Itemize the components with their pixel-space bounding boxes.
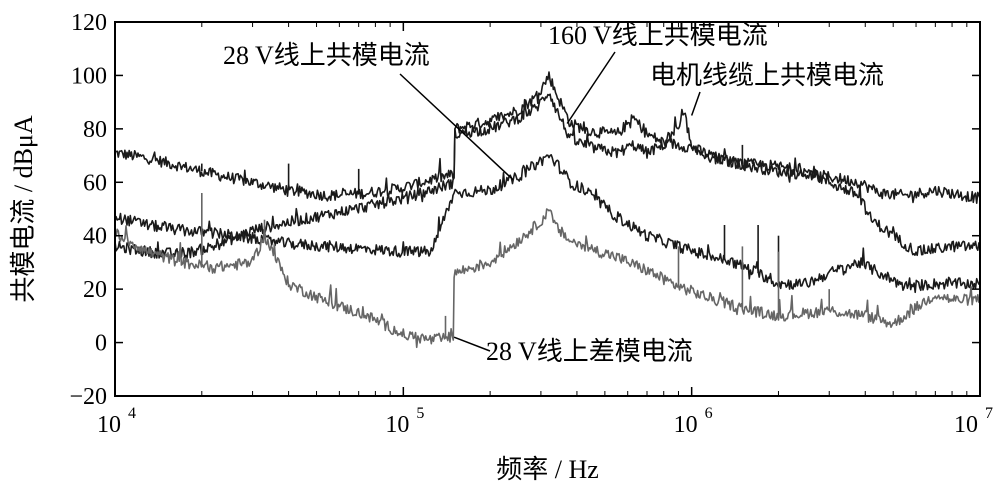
series-line-3	[114, 154, 981, 294]
series-line-2	[114, 93, 981, 259]
y-tick-label: 40	[83, 224, 107, 250]
x-tick-label: 10	[385, 412, 409, 438]
y-tick-label: 60	[83, 170, 107, 196]
plot-frame	[114, 21, 981, 397]
annotation-label: 电机线缆上共模电流	[650, 61, 884, 90]
y-axis-title: 共模电流 / dBμA	[9, 115, 38, 303]
annotation-label: 28 V线上差模电流	[486, 337, 693, 366]
y-tick-label: 80	[83, 117, 107, 143]
series-line-1	[114, 71, 981, 204]
y-tick-label: 120	[71, 10, 107, 36]
annotation-label: 28 V线上共模电流	[223, 41, 430, 70]
y-tick-label: −20	[69, 384, 107, 410]
x-axis-title: 频率 / Hz	[496, 455, 599, 484]
x-tick-exponent: 4	[128, 405, 136, 422]
series-line-4	[114, 208, 981, 349]
x-tick-label: 10	[674, 412, 698, 438]
annotation-label: 160 V线上共模电流	[548, 21, 768, 50]
x-tick-exponent: 5	[416, 405, 424, 422]
annotation-leader-line	[690, 91, 701, 116]
x-tick-exponent: 7	[985, 405, 993, 422]
y-tick-label: 0	[95, 331, 107, 357]
annotation-leader-line	[453, 336, 491, 352]
y-tick-label: 20	[83, 277, 107, 303]
y-tick-label: 100	[71, 63, 107, 89]
x-tick-label: 10	[97, 412, 121, 438]
x-tick-exponent: 6	[705, 405, 713, 422]
annotation-leader-line	[399, 73, 514, 181]
annotation-leader-line	[566, 51, 616, 124]
plot-series-group	[114, 71, 981, 349]
x-tick-label: 10	[954, 412, 978, 438]
